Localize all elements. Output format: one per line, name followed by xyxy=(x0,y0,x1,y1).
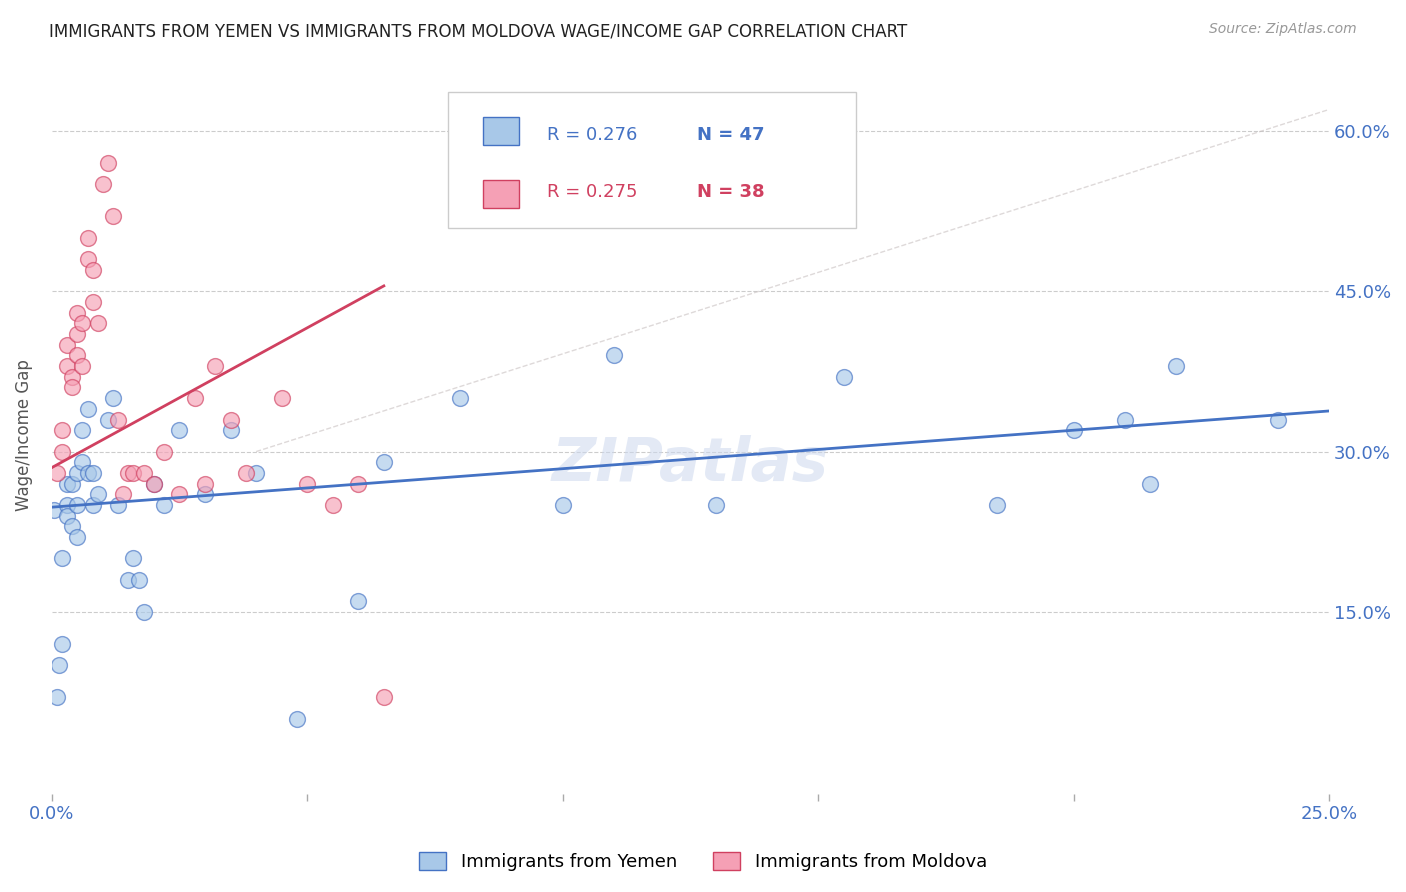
Point xyxy=(1063,423,1085,437)
Point xyxy=(1164,359,1187,373)
Point xyxy=(66,466,89,480)
Point xyxy=(87,487,110,501)
Point xyxy=(60,476,83,491)
Point xyxy=(72,359,94,373)
Point xyxy=(56,476,79,491)
Point xyxy=(117,573,139,587)
Point xyxy=(97,156,120,170)
Point xyxy=(66,498,89,512)
Point xyxy=(204,359,226,373)
Point xyxy=(101,210,124,224)
Point xyxy=(56,498,79,512)
Point xyxy=(142,476,165,491)
Point xyxy=(51,444,73,458)
Point xyxy=(270,391,292,405)
Point xyxy=(704,498,727,512)
Point xyxy=(219,412,242,426)
Point xyxy=(60,380,83,394)
Point xyxy=(44,503,66,517)
Point xyxy=(56,508,79,523)
Y-axis label: Wage/Income Gap: Wage/Income Gap xyxy=(15,359,32,511)
Point xyxy=(347,594,370,608)
Point xyxy=(285,712,308,726)
Point xyxy=(235,466,257,480)
Point xyxy=(66,326,89,341)
FancyBboxPatch shape xyxy=(484,179,519,208)
Point xyxy=(184,391,207,405)
Point xyxy=(603,348,626,362)
FancyBboxPatch shape xyxy=(484,118,519,145)
Point xyxy=(82,263,104,277)
Point xyxy=(56,359,79,373)
Point xyxy=(72,423,94,437)
Point xyxy=(132,466,155,480)
Legend: Immigrants from Yemen, Immigrants from Moldova: Immigrants from Yemen, Immigrants from M… xyxy=(412,845,994,879)
Text: ZIPatlas: ZIPatlas xyxy=(551,434,830,493)
Point xyxy=(76,466,98,480)
Point xyxy=(51,423,73,437)
Point xyxy=(97,412,120,426)
Point xyxy=(122,466,145,480)
Point xyxy=(132,605,155,619)
Point xyxy=(66,530,89,544)
Point xyxy=(76,252,98,267)
Point xyxy=(112,487,135,501)
Point xyxy=(60,369,83,384)
Point xyxy=(1267,412,1289,426)
Point xyxy=(66,348,89,362)
Point xyxy=(373,455,395,469)
Point xyxy=(373,690,395,705)
Point xyxy=(60,519,83,533)
Point xyxy=(295,476,318,491)
Point xyxy=(122,551,145,566)
Point xyxy=(986,498,1008,512)
Point xyxy=(322,498,344,512)
Point xyxy=(91,178,114,192)
Point xyxy=(169,423,191,437)
Point xyxy=(142,476,165,491)
Point xyxy=(82,498,104,512)
FancyBboxPatch shape xyxy=(447,92,856,227)
Text: R = 0.276: R = 0.276 xyxy=(547,126,638,144)
Point xyxy=(56,337,79,351)
Point xyxy=(194,476,217,491)
Point xyxy=(153,444,176,458)
Point xyxy=(245,466,267,480)
Point xyxy=(1114,412,1136,426)
Point xyxy=(72,316,94,330)
Point xyxy=(153,498,176,512)
Point xyxy=(551,498,574,512)
Point xyxy=(169,487,191,501)
Text: N = 38: N = 38 xyxy=(697,183,765,201)
Point xyxy=(1139,476,1161,491)
Point xyxy=(76,401,98,416)
Text: Source: ZipAtlas.com: Source: ZipAtlas.com xyxy=(1209,22,1357,37)
Text: R = 0.275: R = 0.275 xyxy=(547,183,638,201)
Point xyxy=(450,391,472,405)
Point xyxy=(72,455,94,469)
Point xyxy=(107,412,129,426)
Point xyxy=(76,231,98,245)
Point xyxy=(219,423,242,437)
Point xyxy=(347,476,370,491)
Point xyxy=(87,316,110,330)
Point xyxy=(45,466,67,480)
Text: N = 47: N = 47 xyxy=(697,126,765,144)
Point xyxy=(82,294,104,309)
Point xyxy=(128,573,150,587)
Point xyxy=(194,487,217,501)
Point xyxy=(107,498,129,512)
Text: IMMIGRANTS FROM YEMEN VS IMMIGRANTS FROM MOLDOVA WAGE/INCOME GAP CORRELATION CHA: IMMIGRANTS FROM YEMEN VS IMMIGRANTS FROM… xyxy=(49,22,907,40)
Point xyxy=(101,391,124,405)
Point xyxy=(48,658,70,673)
Point xyxy=(51,551,73,566)
Point xyxy=(117,466,139,480)
Point xyxy=(82,466,104,480)
Point xyxy=(66,305,89,319)
Point xyxy=(51,637,73,651)
Point xyxy=(832,369,855,384)
Point xyxy=(45,690,67,705)
